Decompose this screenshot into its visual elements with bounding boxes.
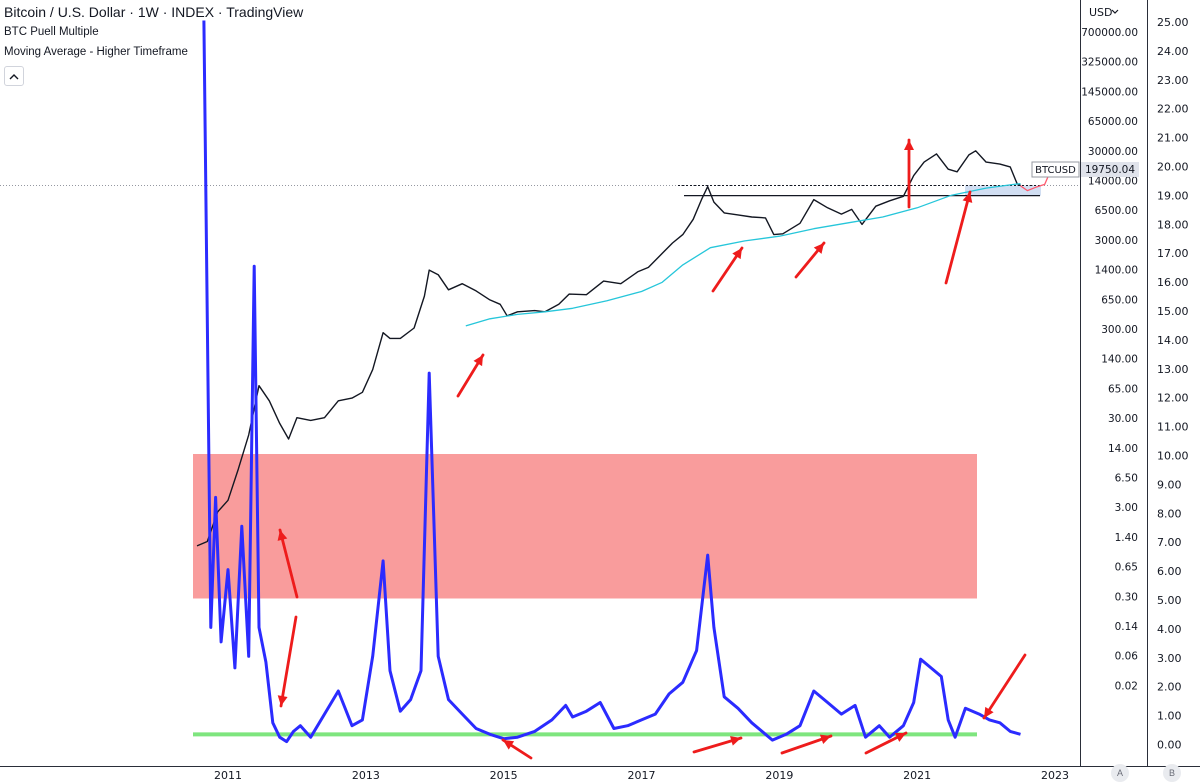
log-scale-button[interactable]: A	[1111, 764, 1129, 782]
price-axis-tick: 6.50	[1115, 473, 1138, 485]
moving-average-line	[465, 183, 1021, 327]
puell-axis-tick: 20.00	[1157, 161, 1189, 174]
price-axis-tick: 700000.00	[1081, 27, 1138, 39]
puell-axis-tick: 0.00	[1157, 739, 1182, 752]
chart-legend: Bitcoin / U.S. Dollar · 1W · INDEX · Tra…	[4, 4, 303, 86]
price-axis-tick: 325000.00	[1081, 57, 1138, 69]
annotation-arrowhead	[473, 355, 483, 367]
legend-moving-average[interactable]: Moving Average - Higher Timeframe	[4, 46, 188, 58]
puell-axis-tick: 7.00	[1157, 536, 1182, 549]
currency-label: USD	[1089, 6, 1113, 19]
price-axis-tick: 65000.00	[1088, 116, 1138, 128]
puell-axis-tick: 10.00	[1157, 450, 1189, 463]
price-axis-tick: 0.65	[1115, 562, 1138, 574]
puell-axis-tick: 21.00	[1157, 132, 1189, 145]
price-axis-tick: 1.40	[1115, 532, 1138, 544]
puell-axis-tick: 5.00	[1157, 594, 1182, 607]
chevron-up-icon[interactable]	[4, 66, 24, 86]
price-axis-tick: 3000.00	[1095, 235, 1138, 247]
time-axis-tick: 2017	[628, 769, 656, 782]
annotation-arrow	[279, 615, 298, 708]
price-axis-tick: 0.14	[1115, 621, 1139, 633]
auto-scale-button[interactable]: B	[1163, 764, 1181, 782]
annotation-arrowhead	[277, 530, 288, 541]
price-axis-tick: 3.00	[1115, 502, 1138, 514]
price-badge-value: 19750.04	[1085, 164, 1135, 176]
puell-axis-tick: 14.00	[1157, 334, 1189, 347]
price-badge-label: BTCUSD	[1035, 165, 1076, 176]
puell-axis-tick: 11.00	[1157, 421, 1189, 434]
price-axis-tick: 30.00	[1108, 413, 1138, 425]
legend-puell-multiple[interactable]: BTC Puell Multiple	[4, 26, 99, 38]
projection-line	[1020, 168, 1053, 192]
price-axis-tick: 30000.00	[1088, 146, 1138, 158]
time-axis-tick: 2011	[214, 769, 242, 782]
price-axis-tick: 6500.00	[1095, 205, 1138, 217]
puell-axis-tick: 6.00	[1157, 565, 1182, 578]
puell-axis-tick: 13.00	[1157, 363, 1189, 376]
puell-axis-tick: 2.00	[1157, 681, 1182, 694]
support-box	[965, 185, 1041, 196]
annotation-arrow	[982, 653, 1027, 720]
puell-axis-tick: 9.00	[1157, 478, 1182, 491]
puell-axis-tick: 1.00	[1157, 710, 1182, 723]
price-axis-tick: 300.00	[1101, 324, 1138, 336]
puell-axis-tick: 24.00	[1157, 45, 1189, 58]
puell-multiple-line	[202, 20, 1021, 744]
time-axis-tick: 2023	[1041, 769, 1069, 782]
puell-axis-tick: 16.00	[1157, 276, 1189, 289]
time-axis-tick: 2015	[490, 769, 518, 782]
overbought-zone	[193, 454, 977, 599]
price-axis-tick: 145000.00	[1081, 86, 1138, 98]
price-axis-tick: 0.30	[1115, 591, 1138, 603]
annotation-arrowhead	[904, 140, 914, 150]
annotation-arrow	[278, 528, 299, 599]
price-axis-tick: 1400.00	[1095, 265, 1138, 277]
time-axis-tick: 2013	[352, 769, 380, 782]
puell-axis-tick: 19.00	[1157, 189, 1189, 202]
price-axis-tick: 650.00	[1101, 294, 1138, 306]
puell-axis-tick: 25.00	[1157, 16, 1189, 29]
time-axis-tick: 2021	[903, 769, 931, 782]
annotation-arrowhead	[730, 736, 741, 746]
annotation-arrowhead	[732, 248, 742, 260]
puell-axis-tick: 12.00	[1157, 392, 1189, 405]
currency-dropdown-icon[interactable]	[1111, 9, 1119, 14]
annotation-arrowhead	[984, 706, 994, 718]
price-axis-tick: 65.00	[1108, 383, 1138, 395]
annotation-arrowhead	[819, 734, 831, 744]
annotation-arrow	[944, 190, 972, 285]
chart-title: Bitcoin / U.S. Dollar · 1W · INDEX · Tra…	[4, 4, 304, 20]
price-axis-tick: 14.00	[1108, 443, 1138, 455]
puell-axis-tick: 8.00	[1157, 507, 1182, 520]
price-axis-tick: 14000.00	[1088, 176, 1138, 188]
annotation-arrowhead	[962, 192, 973, 203]
puell-axis-tick: 4.00	[1157, 623, 1182, 636]
puell-axis-tick: 3.00	[1157, 652, 1182, 665]
annotation-arrowhead	[503, 740, 515, 750]
price-series-line	[196, 150, 1021, 547]
time-axis-tick: 2019	[765, 769, 793, 782]
puell-axis-tick: 15.00	[1157, 305, 1189, 318]
puell-axis-tick: 17.00	[1157, 247, 1189, 260]
price-axis-tick: 0.02	[1115, 680, 1138, 692]
puell-axis-tick: 18.00	[1157, 218, 1189, 231]
puell-axis-tick: 22.00	[1157, 103, 1189, 116]
annotation-arrowhead	[277, 695, 288, 706]
price-axis-tick: 0.06	[1115, 651, 1139, 663]
puell-axis-tick: 23.00	[1157, 74, 1189, 87]
annotation-arrowhead	[813, 243, 824, 254]
annotation-arrowhead	[894, 733, 906, 742]
price-badge: BTCUSD 19750.04	[1031, 161, 1139, 178]
price-axis-tick: 140.00	[1101, 354, 1138, 366]
